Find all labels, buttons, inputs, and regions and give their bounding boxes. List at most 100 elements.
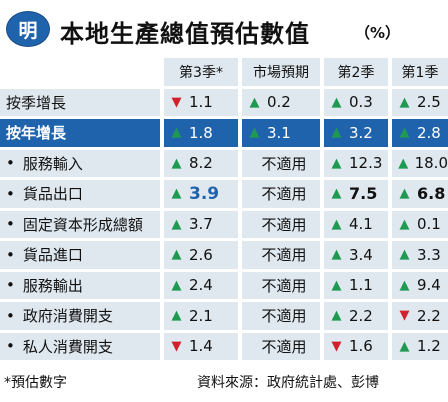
row-label: 按年增長 (0, 119, 164, 150)
value-cell: ▲ 2.8 (392, 119, 448, 150)
up-triangle-icon: ▲ (331, 277, 342, 293)
value-number: 1.2 (417, 337, 441, 356)
not-applicable-text: 不適用 (261, 215, 307, 234)
up-triangle-icon: ▲ (399, 216, 410, 232)
up-triangle-icon: ▲ (171, 216, 182, 232)
value-number: 2.5 (417, 93, 441, 112)
value-cell: ▲ 0.2 (242, 88, 324, 119)
row-label-text: 固定資本形成總額 (22, 215, 143, 234)
row-label-text: 貨品出口 (22, 185, 83, 204)
column-header: 第1季 (392, 58, 448, 89)
up-triangle-icon: ▲ (331, 308, 342, 324)
value-cell: ▲ 1.8 (164, 119, 242, 150)
footnote: *預估數字 (4, 375, 67, 391)
value-number: 12.3 (349, 154, 383, 173)
value-number: 3.7 (189, 215, 213, 234)
up-triangle-icon: ▲ (399, 94, 410, 110)
value-cell: ▲ 2.2 (324, 302, 392, 333)
value-cell: ▲ 6.8 (392, 180, 448, 211)
value-cell: ▲ 1.1 (324, 271, 392, 302)
value-cell: 不適用 (242, 302, 324, 333)
bullet-icon: • (6, 154, 15, 173)
up-triangle-icon: ▲ (331, 216, 342, 232)
not-applicable-text: 不適用 (261, 246, 307, 265)
value-number: 2.4 (189, 276, 213, 295)
value-number: 2.2 (349, 306, 373, 325)
up-triangle-icon: ▲ (331, 186, 342, 202)
value-cell: ▲ 2.6 (164, 241, 242, 272)
bullet-icon: • (6, 215, 15, 234)
value-number: 18.0 (414, 154, 448, 173)
value-number: 6.8 (417, 184, 446, 204)
value-number: 1.1 (189, 93, 213, 112)
value-cell: ▼ 2.2 (392, 302, 448, 333)
up-triangle-icon: ▲ (399, 247, 410, 263)
page-title: 本地生產總值預估數值 (60, 20, 310, 48)
row-label-text: 服務輸出 (22, 276, 83, 295)
bullet-icon: • (6, 337, 15, 356)
up-triangle-icon: ▲ (171, 277, 182, 293)
value-cell: ▲ 18.0 (392, 149, 448, 180)
value-number: 1.8 (189, 123, 213, 142)
value-number: 0.3 (349, 93, 373, 112)
value-number: 2.1 (189, 306, 213, 325)
column-header: 第2季 (324, 58, 392, 89)
gdp-table: 第3季* 市場預期 第2季 第1季 按季增長 ▼ 1.1 ▲ 0.2 ▲ 0.3 ▲ 2.5 按年增長 ▲ 1… (0, 58, 448, 363)
down-triangle-icon: ▼ (171, 94, 182, 110)
down-triangle-icon: ▼ (171, 338, 182, 354)
bullet-icon: • (6, 276, 15, 295)
up-triangle-icon: ▲ (399, 338, 410, 354)
up-triangle-icon: ▲ (331, 247, 342, 263)
value-cell: ▲ 8.2 (164, 149, 242, 180)
value-number: 3.9 (189, 183, 220, 204)
value-cell: 不適用 (242, 241, 324, 272)
value-number: 3.1 (267, 123, 291, 142)
source-note: 資料來源：政府統計處、彭博 (197, 375, 379, 391)
value-number: 2.8 (417, 123, 441, 142)
value-cell: ▲ 4.1 (324, 210, 392, 241)
row-label: • 政府消費開支 (0, 302, 164, 333)
value-number: 0.1 (417, 215, 441, 234)
value-number: 2.2 (417, 306, 441, 325)
up-triangle-icon: ▲ (331, 125, 342, 141)
value-number: 1.4 (189, 337, 213, 356)
value-cell: ▲ 3.3 (392, 241, 448, 272)
up-triangle-icon: ▲ (171, 247, 182, 263)
value-cell: 不適用 (242, 180, 324, 211)
row-label-text: 貨品進口 (22, 246, 83, 265)
not-applicable-text: 不適用 (261, 337, 307, 356)
value-cell: ▼ 1.6 (324, 332, 392, 363)
value-number: 3.4 (349, 245, 373, 264)
row-label: • 貨品進口 (0, 241, 164, 272)
row-label-text: 按季增長 (6, 93, 67, 112)
value-cell: ▲ 2.1 (164, 302, 242, 333)
up-triangle-icon: ▲ (398, 155, 409, 171)
column-header: 第3季* (164, 58, 242, 89)
bullet-icon: • (6, 245, 15, 264)
not-applicable-text: 不適用 (261, 154, 307, 173)
value-cell: ▲ 2.4 (164, 271, 242, 302)
down-triangle-icon: ▼ (331, 338, 342, 354)
unit-label: （%） (355, 24, 401, 42)
column-header: 市場預期 (242, 58, 324, 89)
value-cell: ▼ 1.1 (164, 88, 242, 119)
value-cell: ▲ 3.2 (324, 119, 392, 150)
row-label-text: 按年增長 (6, 124, 67, 143)
value-cell: ▼ 1.4 (164, 332, 242, 363)
value-cell: ▲ 2.5 (392, 88, 448, 119)
row-label: • 貨品出口 (0, 180, 164, 211)
up-triangle-icon: ▲ (249, 125, 260, 141)
up-triangle-icon: ▲ (171, 155, 182, 171)
not-applicable-text: 不適用 (261, 307, 307, 326)
up-triangle-icon: ▲ (171, 186, 182, 202)
up-triangle-icon: ▲ (171, 308, 182, 324)
value-cell: ▲ 3.4 (324, 241, 392, 272)
value-number: 2.6 (189, 245, 213, 264)
row-label-text: 服務輸入 (22, 154, 83, 173)
value-number: 3.2 (349, 123, 373, 142)
row-label: • 服務輸入 (0, 149, 164, 180)
not-applicable-text: 不適用 (261, 276, 307, 295)
value-cell: ▲ 7.5 (324, 180, 392, 211)
row-label: 按季增長 (0, 88, 164, 119)
value-number: 4.1 (349, 215, 373, 234)
